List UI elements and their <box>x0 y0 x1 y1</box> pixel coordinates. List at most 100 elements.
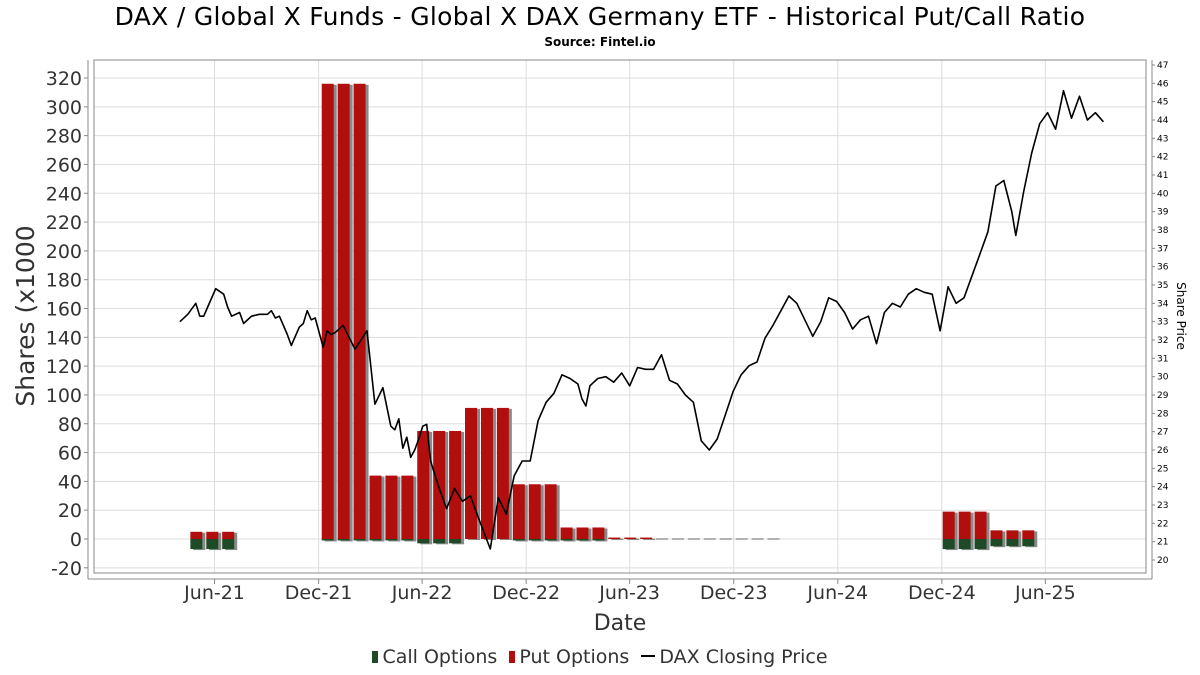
put-bar <box>608 537 621 539</box>
call-bar <box>337 539 350 541</box>
legend-price-label: DAX Closing Price <box>659 646 828 668</box>
price-line-swatch <box>641 655 656 657</box>
call-bar-shadow <box>372 540 385 542</box>
y2-tick-label: 20 <box>1157 556 1169 566</box>
y2-tick-label: 41 <box>1157 171 1168 181</box>
legend-item-put: Put Options <box>509 646 629 668</box>
y2-tick-label: 38 <box>1157 226 1169 236</box>
y-tick-label: 80 <box>58 414 82 436</box>
y-tick-label: 40 <box>58 471 82 493</box>
y-tick-label: 140 <box>46 327 82 349</box>
call-bar-shadow <box>324 540 337 542</box>
y-tick-label: 240 <box>46 183 82 205</box>
call-bar <box>206 539 219 550</box>
x-tick-label: Jun-25 <box>1014 582 1076 604</box>
put-bar <box>449 430 462 539</box>
y2-tick-label: 47 <box>1157 61 1168 71</box>
x-tick-label: Jun-22 <box>391 582 453 604</box>
put-bar <box>990 530 1003 539</box>
x-axis-title: Date <box>594 611 647 636</box>
x-tick-label: Jun-23 <box>598 582 660 604</box>
put-bar <box>624 537 637 539</box>
y2-tick-label: 30 <box>1157 373 1169 383</box>
call-bar <box>512 539 525 541</box>
put-bar <box>353 83 366 539</box>
put-bar <box>942 511 955 539</box>
call-bar <box>974 539 987 550</box>
plot-frame <box>87 59 1153 580</box>
y2-tick-label: 21 <box>1157 538 1168 548</box>
put-bar <box>640 537 653 539</box>
put-bar-shadow <box>627 538 640 540</box>
call-bar <box>433 539 446 544</box>
put-bar <box>190 531 203 539</box>
y2-tick-label: 29 <box>1157 391 1169 401</box>
call-bar <box>576 539 589 541</box>
y-tick-label: 220 <box>46 212 82 234</box>
y2-tick-label: 39 <box>1157 208 1169 218</box>
y-tick-label: -20 <box>51 558 82 580</box>
chart-title: DAX / Global X Funds - Global X DAX Germ… <box>114 2 1086 31</box>
put-bar <box>417 430 430 539</box>
put-bar <box>433 430 446 539</box>
y2-tick-label: 46 <box>1157 79 1169 89</box>
put-bar <box>496 407 509 539</box>
x-tick-label: Dec-24 <box>908 582 976 604</box>
put-bar <box>222 531 235 539</box>
put-bar <box>337 83 350 539</box>
put-bar <box>544 484 557 539</box>
call-bar <box>369 539 382 541</box>
plot-border <box>93 59 1147 574</box>
y2-tick-label: 31 <box>1157 354 1168 364</box>
call-bar-shadow <box>388 540 401 542</box>
y2-tick-label: 37 <box>1157 244 1168 254</box>
call-bar <box>528 539 541 541</box>
call-bar <box>321 539 334 541</box>
call-bar <box>190 539 203 550</box>
put-bar <box>592 527 605 539</box>
y2-tick-label: 27 <box>1157 428 1168 438</box>
x-tick-label: Dec-22 <box>492 582 560 604</box>
option-bars <box>190 83 1038 551</box>
y2-tick-label: 25 <box>1157 464 1168 474</box>
call-bar <box>990 539 1003 547</box>
put-bar <box>385 475 398 539</box>
y-tick-label: 180 <box>46 270 82 292</box>
y-tick-label: 300 <box>46 97 82 119</box>
call-bar <box>592 539 605 541</box>
call-bar <box>942 539 955 550</box>
call-bar-shadow <box>563 540 576 542</box>
put-bar-shadow <box>643 538 656 540</box>
y2-tick-label: 44 <box>1157 116 1169 126</box>
y2-tick-label: 26 <box>1157 446 1169 456</box>
call-bar-shadow <box>531 540 544 542</box>
grid-lines <box>94 60 1146 573</box>
y-tick-label: 160 <box>46 299 82 321</box>
y2-tick-label: 22 <box>1157 519 1168 529</box>
call-bar <box>1022 539 1035 547</box>
y2-tick-label: 28 <box>1157 409 1169 419</box>
y-tick-label: 260 <box>46 154 82 176</box>
put-bar <box>958 511 971 539</box>
call-swatch <box>372 651 379 663</box>
put-bar <box>576 527 589 539</box>
call-bar <box>401 539 414 541</box>
y2-tick-label: 36 <box>1157 263 1169 273</box>
price-line <box>179 89 1105 550</box>
y-tick-label: 0 <box>70 529 82 551</box>
legend-put-label: Put Options <box>519 646 630 668</box>
put-bar <box>512 484 525 539</box>
y2-tick-label: 34 <box>1157 299 1169 309</box>
y-tick-label: 100 <box>46 385 82 407</box>
put-bar <box>974 511 987 539</box>
put-bar <box>1006 530 1019 539</box>
y-tick-label: 20 <box>58 500 82 522</box>
price-line-layer <box>179 89 1105 550</box>
y2-tick-label: 43 <box>1157 134 1168 144</box>
legend-item-price: DAX Closing Price <box>641 646 828 668</box>
call-bar <box>544 539 557 541</box>
y-tick-label: 60 <box>58 443 82 465</box>
call-bar-shadow <box>340 540 353 542</box>
y-tick-label: 200 <box>46 241 82 263</box>
